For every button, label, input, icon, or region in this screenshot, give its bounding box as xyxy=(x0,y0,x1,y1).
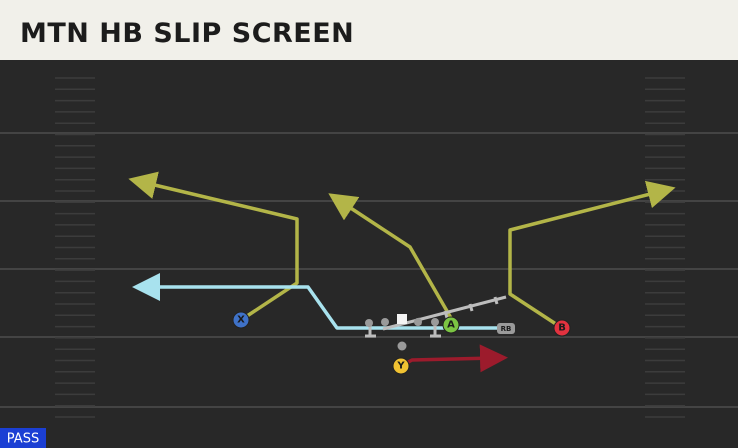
route-rb xyxy=(132,273,500,330)
player-label: RB xyxy=(501,325,512,333)
player-b: B xyxy=(553,319,571,337)
player-rb: RB xyxy=(497,323,515,334)
play-title: MTN HB SLIP SCREEN xyxy=(20,18,354,49)
linemen xyxy=(365,314,439,351)
hash-marks xyxy=(55,77,685,418)
route-a xyxy=(328,193,453,319)
route-x xyxy=(128,171,299,322)
player-label: B xyxy=(558,323,566,334)
pass-badge xyxy=(0,428,46,448)
field xyxy=(0,60,738,448)
yard-lines xyxy=(0,132,738,408)
pass-label: PASS xyxy=(7,432,39,447)
player-y: Y xyxy=(392,357,410,375)
routes xyxy=(128,171,676,373)
header-bar xyxy=(0,0,738,60)
player-label: A xyxy=(447,320,455,331)
player-label: X xyxy=(237,315,245,326)
player-a: A xyxy=(442,316,460,334)
player-x: X xyxy=(232,311,250,329)
player-label: Y xyxy=(396,361,405,372)
route-b xyxy=(508,180,676,330)
